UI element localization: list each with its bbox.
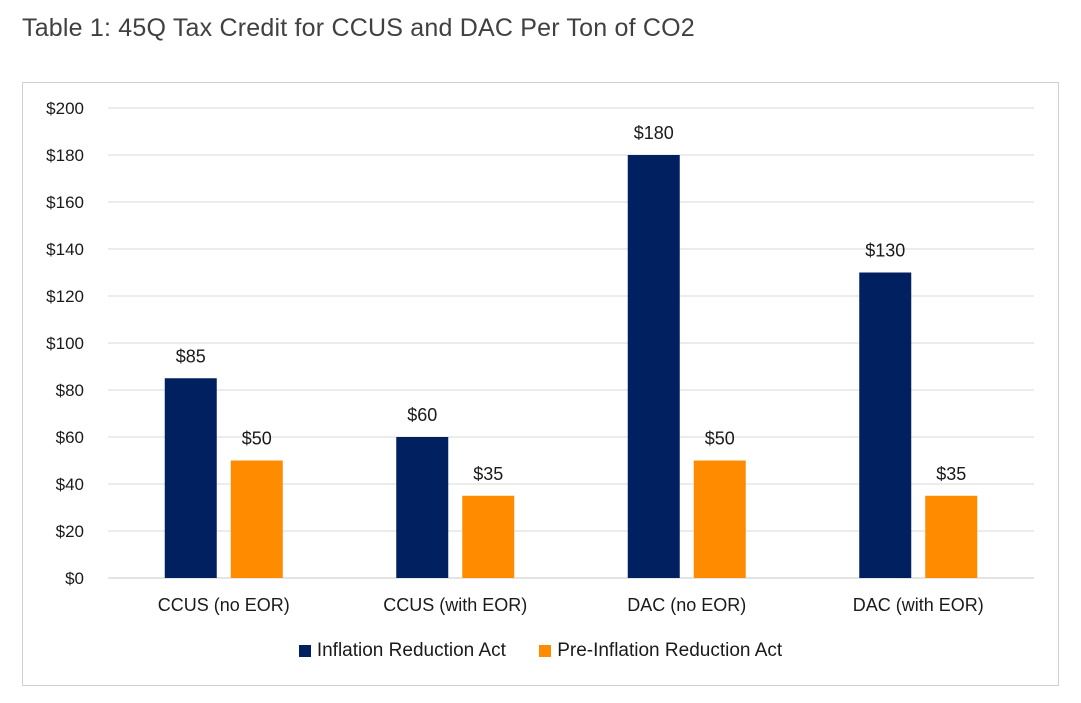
x-category-label: CCUS (no EOR) bbox=[158, 595, 290, 615]
page-title: Table 1: 45Q Tax Credit for CCUS and DAC… bbox=[22, 14, 695, 42]
x-category-label: CCUS (with EOR) bbox=[383, 595, 527, 615]
data-label: $50 bbox=[242, 429, 272, 449]
bar-pre-ira bbox=[693, 460, 746, 578]
bar-ira bbox=[859, 272, 912, 578]
legend-swatch-pre-ira bbox=[539, 645, 552, 657]
y-tick-label: $180 bbox=[46, 146, 84, 165]
bar-pre-ira bbox=[230, 460, 283, 578]
chart-legend: Inflation Reduction Act Pre-Inflation Re… bbox=[0, 640, 1081, 663]
x-category-label: DAC (no EOR) bbox=[627, 595, 746, 615]
y-tick-label: $200 bbox=[46, 99, 84, 118]
legend-swatch-ira bbox=[298, 645, 311, 657]
y-tick-label: $100 bbox=[46, 334, 84, 353]
data-label: $180 bbox=[634, 123, 674, 143]
y-tick-label: $160 bbox=[46, 193, 84, 212]
data-label: $50 bbox=[705, 429, 735, 449]
y-tick-label: $80 bbox=[56, 381, 84, 400]
y-tick-label: $40 bbox=[56, 475, 84, 494]
legend-label-ira: Inflation Reduction Act bbox=[316, 640, 506, 661]
y-tick-label: $20 bbox=[56, 522, 84, 541]
y-tick-label: $140 bbox=[46, 240, 84, 259]
x-category-label: DAC (with EOR) bbox=[853, 595, 984, 615]
data-label: $85 bbox=[176, 346, 206, 366]
bar-pre-ira bbox=[462, 495, 515, 578]
data-label: $35 bbox=[473, 464, 503, 484]
legend-item-ira: Inflation Reduction Act bbox=[298, 640, 506, 662]
data-label: $35 bbox=[936, 464, 966, 484]
data-label: $130 bbox=[865, 241, 905, 261]
legend-item-pre-ira: Pre-Inflation Reduction Act bbox=[539, 640, 782, 662]
legend-label-pre-ira: Pre-Inflation Reduction Act bbox=[557, 640, 783, 661]
y-tick-label: $120 bbox=[46, 287, 84, 306]
bar-ira bbox=[164, 378, 217, 578]
y-tick-label: $60 bbox=[56, 428, 84, 447]
bar-ira bbox=[627, 155, 680, 578]
y-tick-label: $0 bbox=[65, 569, 84, 588]
data-label: $60 bbox=[407, 405, 437, 425]
bar-ira bbox=[396, 437, 449, 578]
bar-pre-ira bbox=[925, 495, 978, 578]
